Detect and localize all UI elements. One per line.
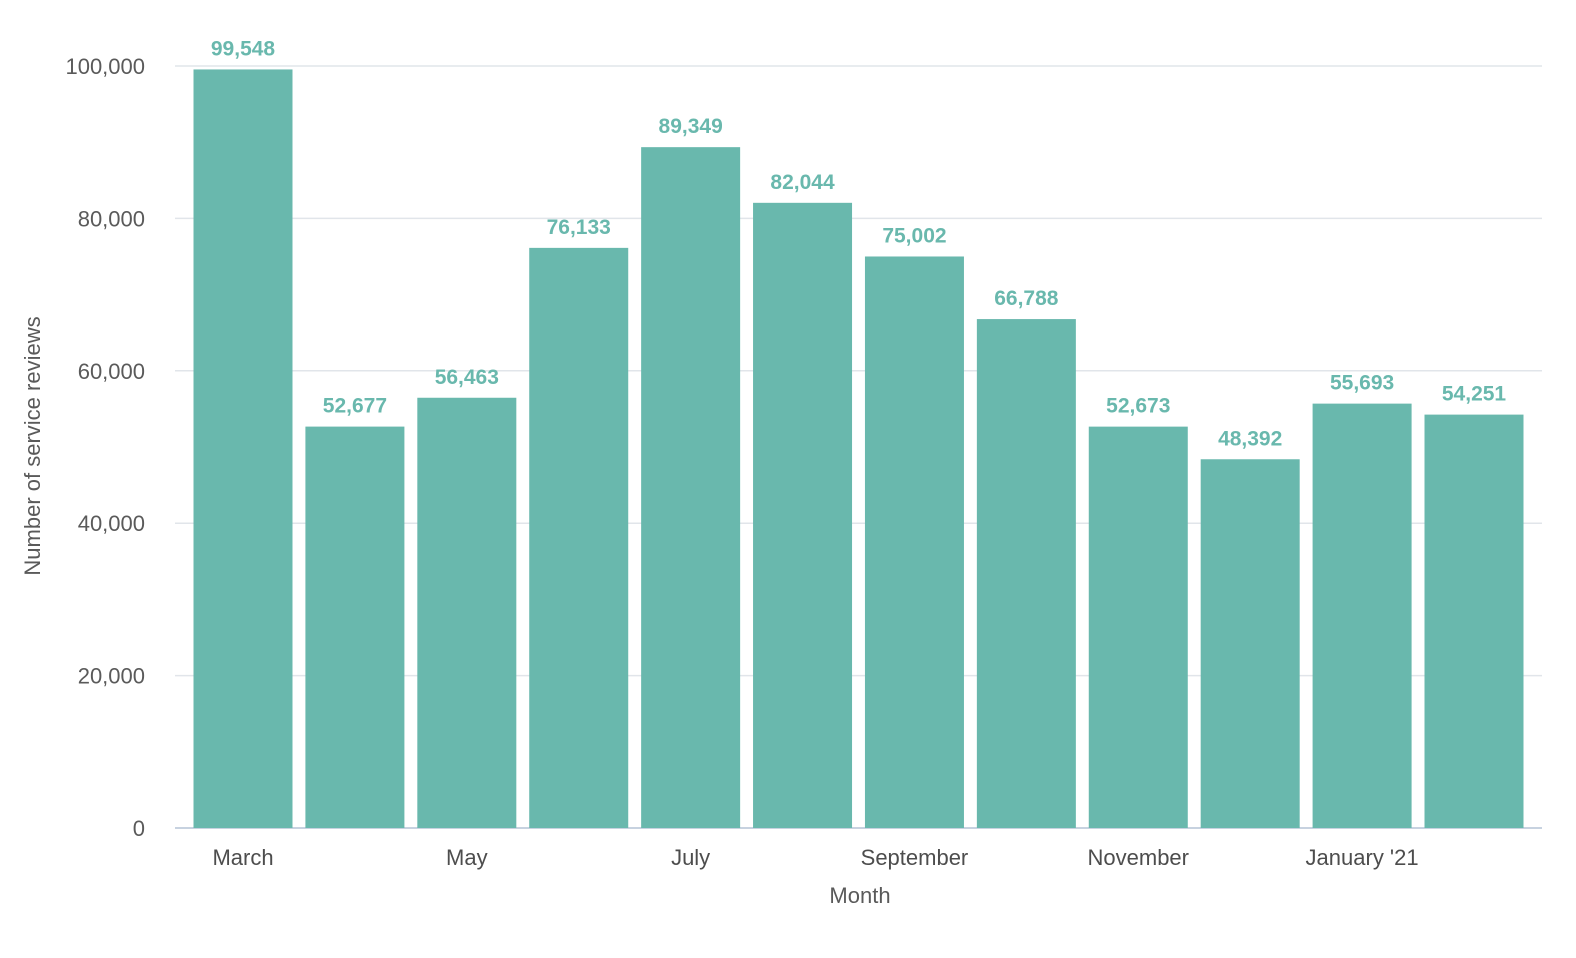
y-tick-label: 40,000 — [78, 511, 145, 536]
bar — [976, 319, 1076, 828]
bar-value-label: 52,677 — [323, 395, 387, 418]
bar-value-label: 89,349 — [659, 115, 723, 138]
bar-value-label: 99,548 — [211, 37, 276, 60]
bar-value-label: 52,673 — [1106, 395, 1170, 418]
x-tick-label: January '21 — [1306, 845, 1419, 870]
y-axis-ticks: 0 20,000 40,000 60,000 80,000 100,000 — [65, 54, 145, 841]
x-tick-label: September — [861, 845, 969, 870]
bar — [1200, 459, 1300, 828]
bar-value-label: 66,788 — [994, 287, 1059, 310]
x-tick-label: May — [446, 845, 488, 870]
bar-value-label: 75,002 — [882, 224, 946, 247]
bar-value-label: 56,463 — [435, 366, 499, 389]
x-axis-ticks: March May July September November January '21 — [212, 845, 1418, 870]
y-axis-title: Number of service reviews — [20, 316, 45, 575]
bars — [193, 69, 1524, 829]
y-tick-label: 80,000 — [78, 206, 145, 231]
x-tick-label: November — [1088, 845, 1189, 870]
bar — [753, 202, 853, 829]
bar — [529, 247, 629, 828]
bar — [1312, 403, 1412, 828]
y-tick-label: 0 — [133, 816, 145, 841]
bar-value-label: 76,133 — [547, 216, 611, 239]
bar — [641, 147, 741, 828]
x-axis-title: Month — [829, 883, 890, 908]
x-tick-label: July — [671, 845, 710, 870]
y-tick-label: 100,000 — [65, 54, 145, 79]
bar — [1088, 426, 1188, 828]
bar — [864, 256, 964, 829]
bar — [417, 397, 517, 828]
bar — [193, 69, 293, 829]
bar-value-label: 48,392 — [1218, 427, 1282, 450]
y-tick-label: 20,000 — [78, 664, 145, 689]
bar — [1424, 414, 1524, 828]
bar-value-label: 54,251 — [1442, 383, 1507, 406]
bar-value-label: 82,044 — [770, 171, 835, 194]
bar-value-label: 55,693 — [1330, 372, 1394, 395]
bar — [305, 426, 405, 828]
y-tick-label: 60,000 — [78, 359, 145, 384]
data-labels: 99,548 52,677 56,463 76,133 89,349 82,044 75,0… — [211, 37, 1507, 450]
x-tick-label: March — [212, 845, 273, 870]
